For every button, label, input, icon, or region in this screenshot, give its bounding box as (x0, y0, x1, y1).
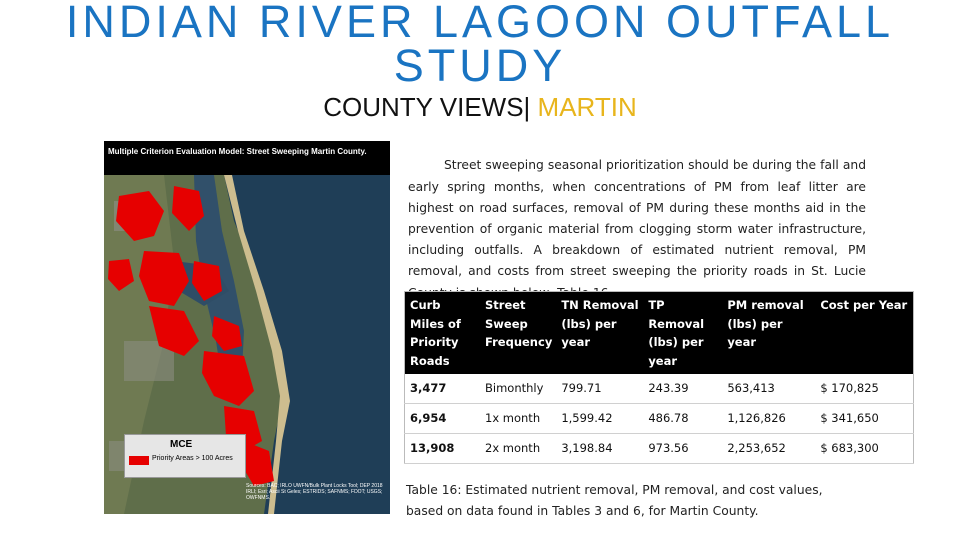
title-line-2: STUDY (393, 40, 567, 91)
cell-cost: $ 683,300 (815, 433, 914, 464)
cell-pm: 2,253,652 (722, 433, 816, 464)
map-image (104, 141, 390, 514)
cell-tp: 243.39 (643, 374, 723, 404)
col-header-pm-removal: PM removal (lbs) per year (722, 291, 816, 374)
col-header-tp-removal: TP Removal (lbs) per year (643, 291, 723, 374)
subtitle-accent: MARTIN (537, 92, 637, 122)
title-line-1: INDIAN RIVER LAGOON OUTFALL (65, 0, 895, 47)
cell-frequency: 2x month (480, 433, 557, 464)
table-row: 3,477 Bimonthly 799.71 243.39 563,413 $ … (404, 374, 914, 404)
cell-curb-miles: 13,908 (404, 433, 480, 464)
map-source-text: Sources: BAC; IRLO UWFN/Bulk Plant Locks… (246, 483, 383, 501)
cell-tn: 3,198.84 (556, 433, 644, 464)
martin-county-map: Multiple Criterion Evaluation Model: Str… (104, 141, 390, 514)
col-header-cost: Cost per Year (815, 291, 914, 374)
cell-curb-miles: 6,954 (404, 403, 480, 434)
cell-cost: $ 341,650 (815, 403, 914, 434)
legend-swatch-priority (129, 456, 149, 465)
col-header-curb-miles: Curb Miles of Priority Roads (404, 291, 480, 374)
cell-tp: 973.56 (643, 433, 723, 464)
cell-frequency: Bimonthly (480, 374, 557, 404)
table-header-row: Curb Miles of Priority Roads Street Swee… (404, 291, 914, 374)
page-title: INDIAN RIVER LAGOON OUTFALL STUDY (0, 0, 960, 88)
cell-tn: 799.71 (556, 374, 644, 404)
removal-cost-table: Curb Miles of Priority Roads Street Swee… (404, 291, 914, 464)
table-row: 13,908 2x month 3,198.84 973.56 2,253,65… (404, 433, 914, 464)
body-paragraph: Street sweeping seasonal prioritization … (408, 158, 866, 299)
cell-pm: 563,413 (722, 374, 816, 404)
col-header-tn-removal: TN Removal (lbs) per year (556, 291, 644, 374)
table-caption: Table 16: Estimated nutrient removal, PM… (406, 483, 823, 519)
cell-curb-miles: 3,477 (404, 374, 480, 404)
cell-pm: 1,126,826 (722, 403, 816, 434)
legend-label: Priority Areas > 100 Acres (152, 455, 233, 462)
cell-tn: 1,599.42 (556, 403, 644, 434)
cell-tp: 486.78 (643, 403, 723, 434)
subtitle: COUNTY VIEWS| MARTIN (0, 92, 960, 122)
map-title: Multiple Criterion Evaluation Model: Str… (104, 141, 390, 175)
cell-frequency: 1x month (480, 403, 557, 434)
map-legend: MCE Priority Areas > 100 Acres (124, 434, 246, 478)
subtitle-prefix: COUNTY VIEWS| (323, 92, 531, 122)
cell-cost: $ 170,825 (815, 374, 914, 404)
col-header-frequency: Street Sweep Frequency (480, 291, 557, 374)
legend-title: MCE (170, 439, 193, 450)
table-row: 6,954 1x month 1,599.42 486.78 1,126,826… (404, 403, 914, 434)
